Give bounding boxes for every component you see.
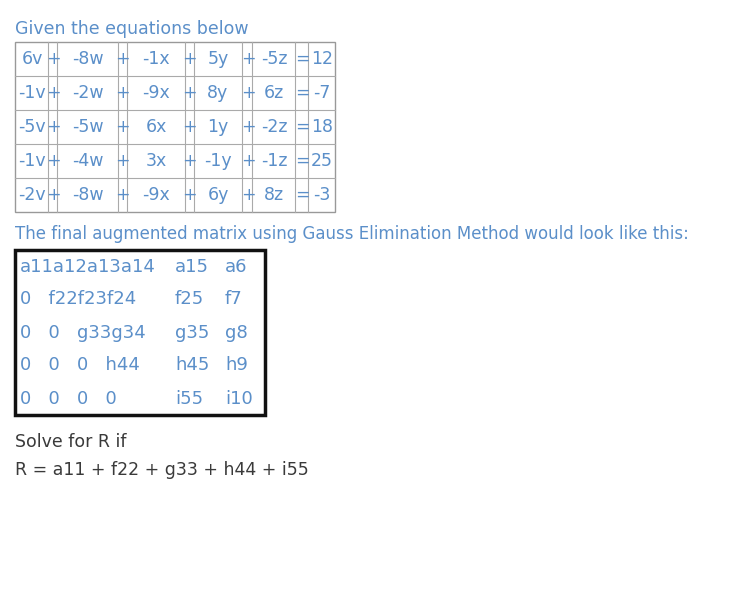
Text: +: + xyxy=(46,186,60,204)
Text: -2z: -2z xyxy=(261,118,287,136)
Text: g35: g35 xyxy=(175,323,209,341)
Text: 6z: 6z xyxy=(264,84,284,102)
Text: -3: -3 xyxy=(314,186,330,204)
Text: +: + xyxy=(241,186,255,204)
Text: +: + xyxy=(46,84,60,102)
Text: -1v: -1v xyxy=(18,152,46,170)
Text: =: = xyxy=(294,152,309,170)
Text: -8w: -8w xyxy=(72,50,104,68)
Text: g8: g8 xyxy=(225,323,248,341)
Text: f25: f25 xyxy=(175,290,205,308)
Text: =: = xyxy=(294,118,309,136)
Text: +: + xyxy=(182,118,197,136)
Text: +: + xyxy=(241,84,255,102)
Text: -1v: -1v xyxy=(18,84,46,102)
Bar xyxy=(15,250,265,415)
Text: +: + xyxy=(182,186,197,204)
Text: -4w: -4w xyxy=(72,152,104,170)
Text: +: + xyxy=(241,152,255,170)
Text: 18: 18 xyxy=(311,118,333,136)
Text: 6v: 6v xyxy=(21,50,43,68)
Text: a6: a6 xyxy=(225,257,247,275)
Text: +: + xyxy=(46,152,60,170)
Text: R = a11 + f22 + g33 + h44 + i55: R = a11 + f22 + g33 + h44 + i55 xyxy=(15,461,308,479)
Text: -1z: -1z xyxy=(261,152,287,170)
Text: +: + xyxy=(182,152,197,170)
Text: 6y: 6y xyxy=(208,186,229,204)
Text: =: = xyxy=(294,50,309,68)
Text: 1y: 1y xyxy=(208,118,229,136)
Text: +: + xyxy=(182,84,197,102)
Text: 0   0   g33g34: 0 0 g33g34 xyxy=(20,323,146,341)
Text: -5w: -5w xyxy=(72,118,104,136)
Text: i10: i10 xyxy=(225,389,252,407)
Text: 8y: 8y xyxy=(208,84,229,102)
Text: +: + xyxy=(182,50,197,68)
Text: +: + xyxy=(115,118,130,136)
Text: 0   f22f23f24: 0 f22f23f24 xyxy=(20,290,136,308)
Text: +: + xyxy=(115,186,130,204)
Text: i55: i55 xyxy=(175,389,203,407)
Text: 0   0   0   0: 0 0 0 0 xyxy=(20,389,117,407)
Text: -9x: -9x xyxy=(142,84,170,102)
Text: =: = xyxy=(294,84,309,102)
Text: 12: 12 xyxy=(311,50,333,68)
Bar xyxy=(15,42,335,212)
Text: -7: -7 xyxy=(314,84,330,102)
Text: +: + xyxy=(115,152,130,170)
Text: f7: f7 xyxy=(225,290,243,308)
Text: -2w: -2w xyxy=(72,84,104,102)
Text: 6x: 6x xyxy=(145,118,166,136)
Text: h45: h45 xyxy=(175,356,209,374)
Text: -5z: -5z xyxy=(261,50,287,68)
Text: -1y: -1y xyxy=(204,152,232,170)
Text: h9: h9 xyxy=(225,356,248,374)
Text: 8z: 8z xyxy=(264,186,284,204)
Text: +: + xyxy=(115,84,130,102)
Text: -5v: -5v xyxy=(18,118,46,136)
Text: -9x: -9x xyxy=(142,186,170,204)
Text: a11a12a13a14: a11a12a13a14 xyxy=(20,257,156,275)
Text: 5y: 5y xyxy=(208,50,229,68)
Text: The final augmented matrix using Gauss Elimination Method would look like this:: The final augmented matrix using Gauss E… xyxy=(15,225,689,243)
Text: +: + xyxy=(115,50,130,68)
Text: 25: 25 xyxy=(311,152,333,170)
Text: +: + xyxy=(46,118,60,136)
Text: -2v: -2v xyxy=(18,186,46,204)
Text: Solve for R if: Solve for R if xyxy=(15,433,127,451)
Text: =: = xyxy=(294,186,309,204)
Text: +: + xyxy=(241,118,255,136)
Text: -1x: -1x xyxy=(142,50,170,68)
Text: Given the equations below: Given the equations below xyxy=(15,20,249,38)
Text: 3x: 3x xyxy=(146,152,166,170)
Text: +: + xyxy=(46,50,60,68)
Text: -8w: -8w xyxy=(72,186,104,204)
Text: 0   0   0   h44: 0 0 0 h44 xyxy=(20,356,140,374)
Text: a15: a15 xyxy=(175,257,209,275)
Text: +: + xyxy=(241,50,255,68)
